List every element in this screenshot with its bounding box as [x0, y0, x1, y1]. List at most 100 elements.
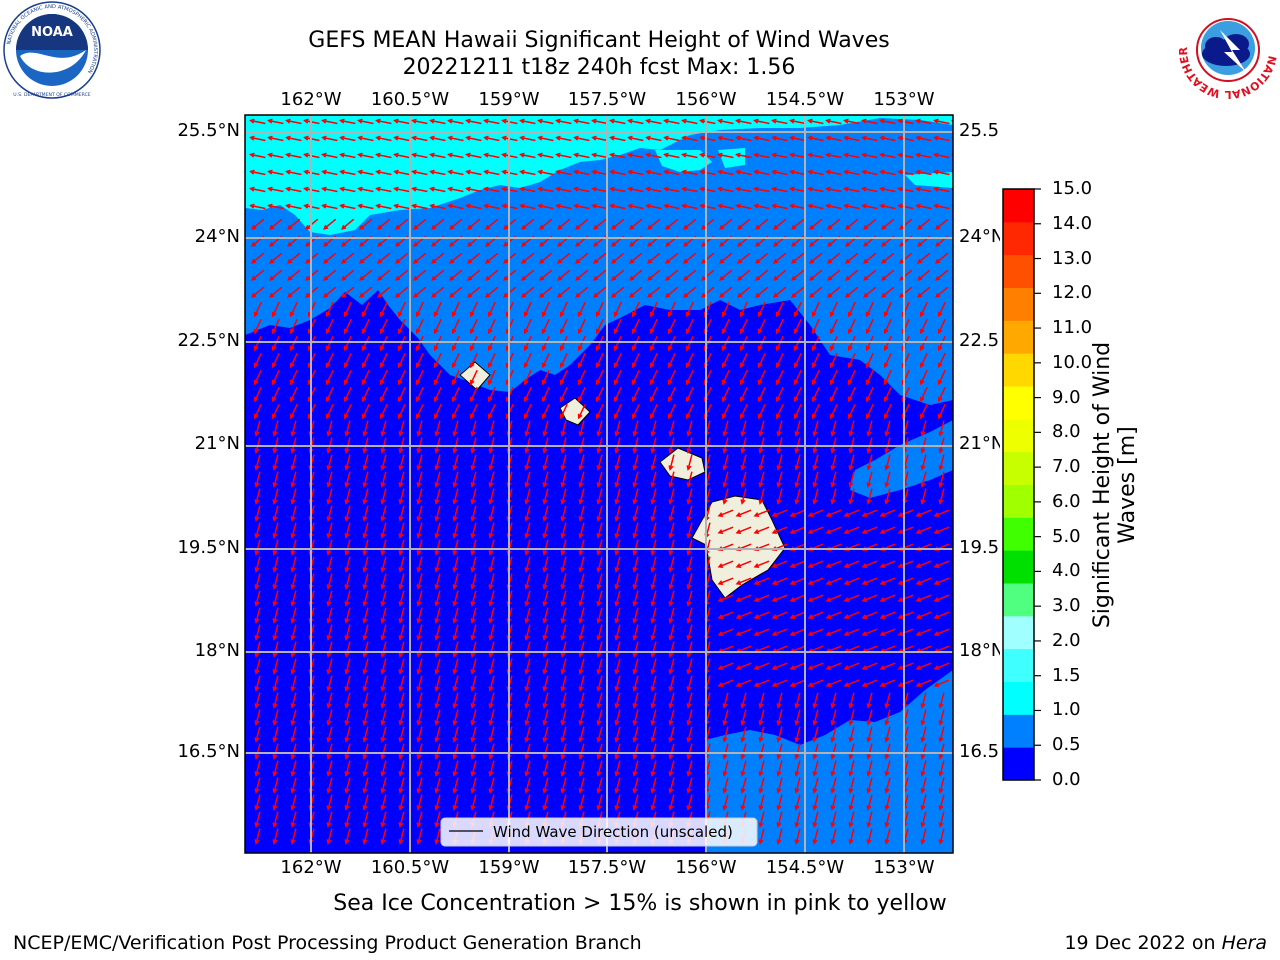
wave-arrow-head — [289, 379, 295, 386]
wave-arrow — [345, 454, 351, 470]
wave-arrow — [524, 352, 532, 368]
wave-arrow-head — [915, 118, 921, 124]
wave-arrow-head — [866, 805, 872, 811]
wave-arrow — [525, 488, 531, 504]
wave-arrow-head — [825, 203, 831, 209]
wave-arrow — [651, 726, 657, 742]
wave-arrow-head — [321, 203, 327, 209]
colorbar-segment — [1003, 550, 1034, 584]
wave-arrow-head — [915, 135, 921, 141]
wave-arrow — [718, 645, 734, 653]
wave-arrow-head — [469, 311, 475, 318]
wave-arrow — [452, 318, 460, 334]
wave-arrow-head — [362, 669, 368, 675]
wave-arrow-head — [397, 328, 403, 335]
wave-arrow-head — [469, 379, 475, 386]
wave-arrow — [542, 403, 550, 419]
wave-arrow-head — [632, 533, 638, 539]
wave-arrow — [453, 675, 459, 691]
wave-arrow-head — [434, 482, 440, 488]
wave-arrow — [669, 777, 675, 793]
wave-arrow-head — [254, 516, 260, 522]
wave-arrow — [520, 153, 536, 159]
wave-arrow — [416, 386, 424, 402]
wave-arrow-head — [807, 186, 813, 192]
wave-arrow — [867, 471, 873, 487]
wave-arrow — [880, 526, 896, 534]
wave-arrow-head — [915, 597, 922, 603]
wave-arrow — [362, 352, 370, 368]
wave-arrow — [453, 726, 459, 742]
wave-arrow-head — [254, 618, 260, 624]
wave-arrow-head — [344, 431, 350, 437]
wave-arrow-head — [843, 665, 850, 671]
wave-arrow-head — [416, 805, 422, 811]
wave-arrow — [758, 386, 766, 402]
wave-arrow — [381, 539, 387, 555]
wave-arrow-head — [434, 635, 440, 641]
wave-arrow — [794, 386, 802, 402]
wave-arrow — [291, 743, 297, 759]
wave-arrow — [470, 352, 478, 368]
wave-arrow-head — [488, 482, 494, 488]
wave-arrow — [759, 488, 765, 504]
wave-arrow — [615, 556, 621, 572]
wave-arrow-head — [808, 275, 815, 281]
wave-arrow-head — [286, 241, 293, 247]
wave-arrow — [722, 403, 730, 419]
wave-arrow — [255, 590, 261, 606]
wave-arrow-head — [650, 533, 656, 539]
wave-arrow-head — [844, 275, 851, 281]
wave-arrow — [899, 252, 913, 264]
wave-arrow-head — [595, 396, 601, 403]
wave-arrow — [358, 153, 374, 159]
wave-arrow — [268, 136, 284, 142]
wave-arrow-head — [879, 512, 886, 518]
wave-arrow-head — [578, 754, 584, 760]
wave-arrow — [380, 386, 388, 402]
wave-arrow — [376, 119, 392, 125]
wave-arrow-head — [592, 224, 599, 230]
wave-arrow-head — [933, 631, 940, 637]
wave-arrow — [381, 488, 387, 504]
wave-arrow — [399, 726, 405, 742]
wave-arrow-head — [740, 482, 746, 488]
wave-arrow-head — [465, 186, 471, 192]
wave-arrow — [754, 594, 770, 602]
wave-arrow-head — [560, 652, 566, 658]
wave-arrow — [615, 624, 621, 640]
wave-arrow — [633, 624, 639, 640]
wave-arrow — [665, 269, 679, 281]
wave-arrow — [773, 252, 787, 264]
wave-arrow — [651, 692, 657, 708]
wave-arrow-head — [700, 292, 707, 298]
wave-arrow — [268, 170, 284, 176]
wave-arrow-head — [289, 345, 295, 352]
wave-arrow-head — [344, 669, 350, 675]
wave-arrow-head — [667, 396, 673, 403]
wave-arrow — [358, 204, 374, 210]
wave-arrow-head — [915, 512, 922, 518]
wave-arrow-head — [559, 396, 565, 403]
wave-arrow-head — [613, 345, 619, 352]
wave-arrow — [827, 252, 841, 264]
wave-arrow-head — [808, 241, 815, 247]
wave-arrow-head — [542, 737, 548, 743]
wave-arrow-head — [844, 292, 851, 298]
wave-arrow — [772, 187, 788, 193]
wave-arrow-head — [344, 788, 350, 794]
wave-arrow — [291, 777, 297, 793]
wave-arrow-head — [415, 379, 421, 386]
wave-arrow — [290, 403, 298, 419]
wave-arrow — [579, 760, 585, 776]
wave-arrow-head — [538, 241, 545, 247]
wave-arrow — [453, 556, 459, 572]
wave-arrow — [628, 136, 644, 142]
wave-arrow — [651, 607, 657, 623]
wave-arrow-head — [412, 258, 419, 264]
wave-arrow-head — [362, 567, 368, 573]
wave-arrow — [449, 252, 463, 264]
wave-arrow-head — [879, 529, 886, 535]
wave-arrow-head — [812, 822, 818, 828]
wave-arrow — [251, 252, 265, 264]
